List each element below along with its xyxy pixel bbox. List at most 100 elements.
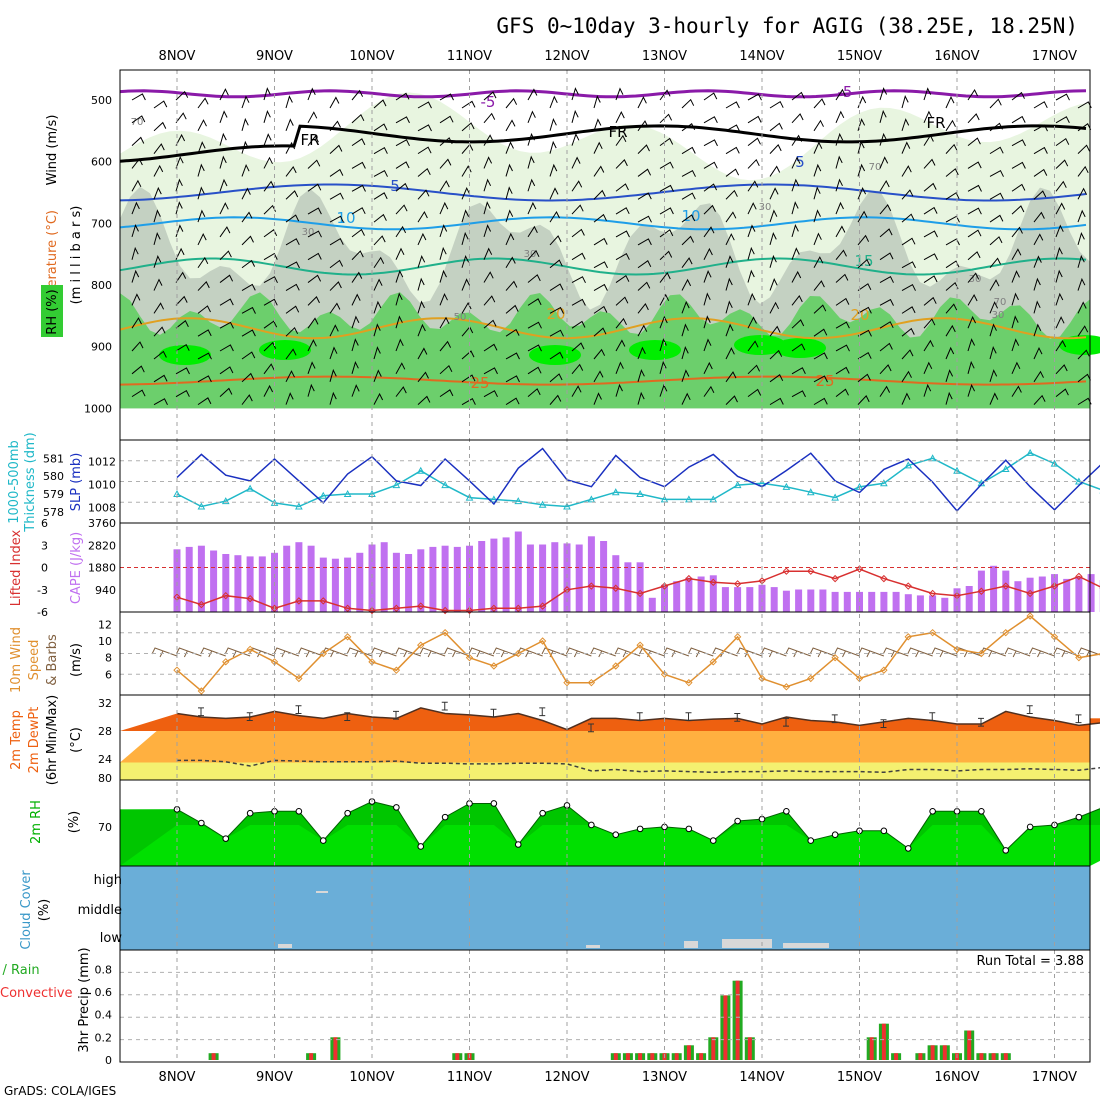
wind-barb-10m [1004, 647, 1031, 658]
wind-barb [615, 296, 629, 306]
cape-bar [551, 542, 559, 612]
wind-barb [417, 395, 431, 406]
upper-wind-label: Wind (m/s) [45, 115, 60, 186]
wind-barb [175, 90, 189, 101]
thickness-point [1026, 448, 1034, 456]
wind-barb [681, 235, 695, 246]
wind-barb [263, 276, 278, 284]
wind-barb [835, 132, 844, 146]
cape-bar [624, 562, 632, 612]
wind-barb [857, 306, 872, 314]
wind-barb [857, 373, 871, 383]
wind-barb [835, 110, 845, 124]
wind-barb [637, 346, 646, 360]
wind-barb [395, 225, 407, 238]
wind-barb [659, 250, 673, 261]
wind-barb [923, 182, 937, 192]
wind-barb [901, 237, 916, 246]
contour-label: 30 [969, 274, 982, 285]
wind-speed-point [490, 662, 498, 670]
wind-barb [395, 204, 408, 215]
contour-label: 15 [854, 252, 873, 270]
wind-barb-10m [931, 647, 958, 658]
wind-barb [351, 161, 366, 169]
cape-bar [636, 562, 644, 612]
precip-convective-bar [686, 1045, 691, 1060]
wind-barb [131, 224, 139, 238]
wind-speed-point [246, 645, 254, 654]
wind-barb [593, 370, 604, 383]
wind-barb [483, 134, 494, 146]
wind-barb [989, 192, 1004, 200]
wind-barb [351, 338, 359, 352]
wind-barb [461, 278, 471, 291]
wind-barb [571, 276, 586, 284]
cape-bar [356, 552, 364, 612]
thickness-unit-label: Thickness (dm) [23, 432, 38, 532]
cloud-patch [586, 945, 600, 948]
wind-barb [285, 261, 300, 269]
wind-barb [747, 180, 759, 192]
precip-unit-label: 3hr Precip (mm) [77, 947, 92, 1052]
wind-barb [681, 278, 692, 291]
lifted-index-point [514, 604, 522, 612]
li-y-tick: 3 [41, 539, 48, 552]
wind-barb [615, 87, 624, 101]
wind-barb [615, 383, 623, 397]
t2m-y-tick: 28 [98, 725, 112, 738]
thickness-point [1050, 459, 1059, 467]
wind-barb [571, 298, 586, 306]
wind-barb [1055, 269, 1063, 283]
cloud-patch [316, 891, 328, 893]
cape-bar [405, 554, 413, 612]
wind-barb [417, 210, 428, 223]
t2m-y-tick: 32 [98, 697, 112, 710]
wind-barb [637, 368, 645, 382]
wind-barb [197, 119, 207, 132]
wind-barb [989, 214, 1004, 223]
date-label-top: 17NOV [1032, 49, 1077, 64]
wind-speed-point [563, 678, 571, 687]
slp-y-tick: 1012 [88, 455, 116, 468]
wind-barb [373, 369, 382, 382]
wind-barb [197, 281, 210, 291]
minmax-errorbar [685, 712, 692, 721]
wind-barb [967, 251, 981, 261]
precip-convective-bar [711, 1037, 716, 1060]
cape-bar [685, 577, 693, 612]
lifted-index-point [441, 606, 449, 615]
wind-barb [659, 137, 674, 147]
wind-barb [1077, 325, 1089, 337]
cape-bar [331, 558, 339, 612]
wind-barb [241, 163, 250, 177]
wind-barb [395, 161, 410, 169]
panel-frame-precip [119, 949, 1091, 1063]
wind-barb [153, 209, 161, 223]
cape-bar [283, 545, 291, 612]
wind-barb [725, 347, 735, 360]
thickness-point [587, 495, 596, 503]
wind-barb [923, 253, 938, 261]
wind-barb [549, 163, 558, 177]
lifted-index-point [782, 567, 791, 575]
wind-barb [131, 201, 140, 215]
wind-barb [593, 348, 606, 360]
wind-barb [901, 392, 911, 405]
thickness-point [465, 493, 474, 501]
cloud-level-label: low [100, 931, 123, 946]
cape-bar [1087, 574, 1095, 612]
wind-barb [219, 321, 234, 329]
wind-barb [483, 156, 493, 169]
wind-barb [241, 306, 256, 314]
wind-barb [417, 347, 428, 360]
wind-barb [1033, 370, 1044, 383]
contour-label: 20 [850, 306, 869, 324]
wind-barb [241, 372, 255, 383]
slp-y-tick: 1010 [88, 478, 116, 491]
temp-contour-minus5 [119, 89, 1087, 99]
wind-barb [637, 302, 649, 314]
wind-barb [967, 383, 976, 397]
wind-barb [175, 295, 188, 306]
cape-bar [904, 594, 912, 612]
wind-barb [747, 158, 760, 169]
